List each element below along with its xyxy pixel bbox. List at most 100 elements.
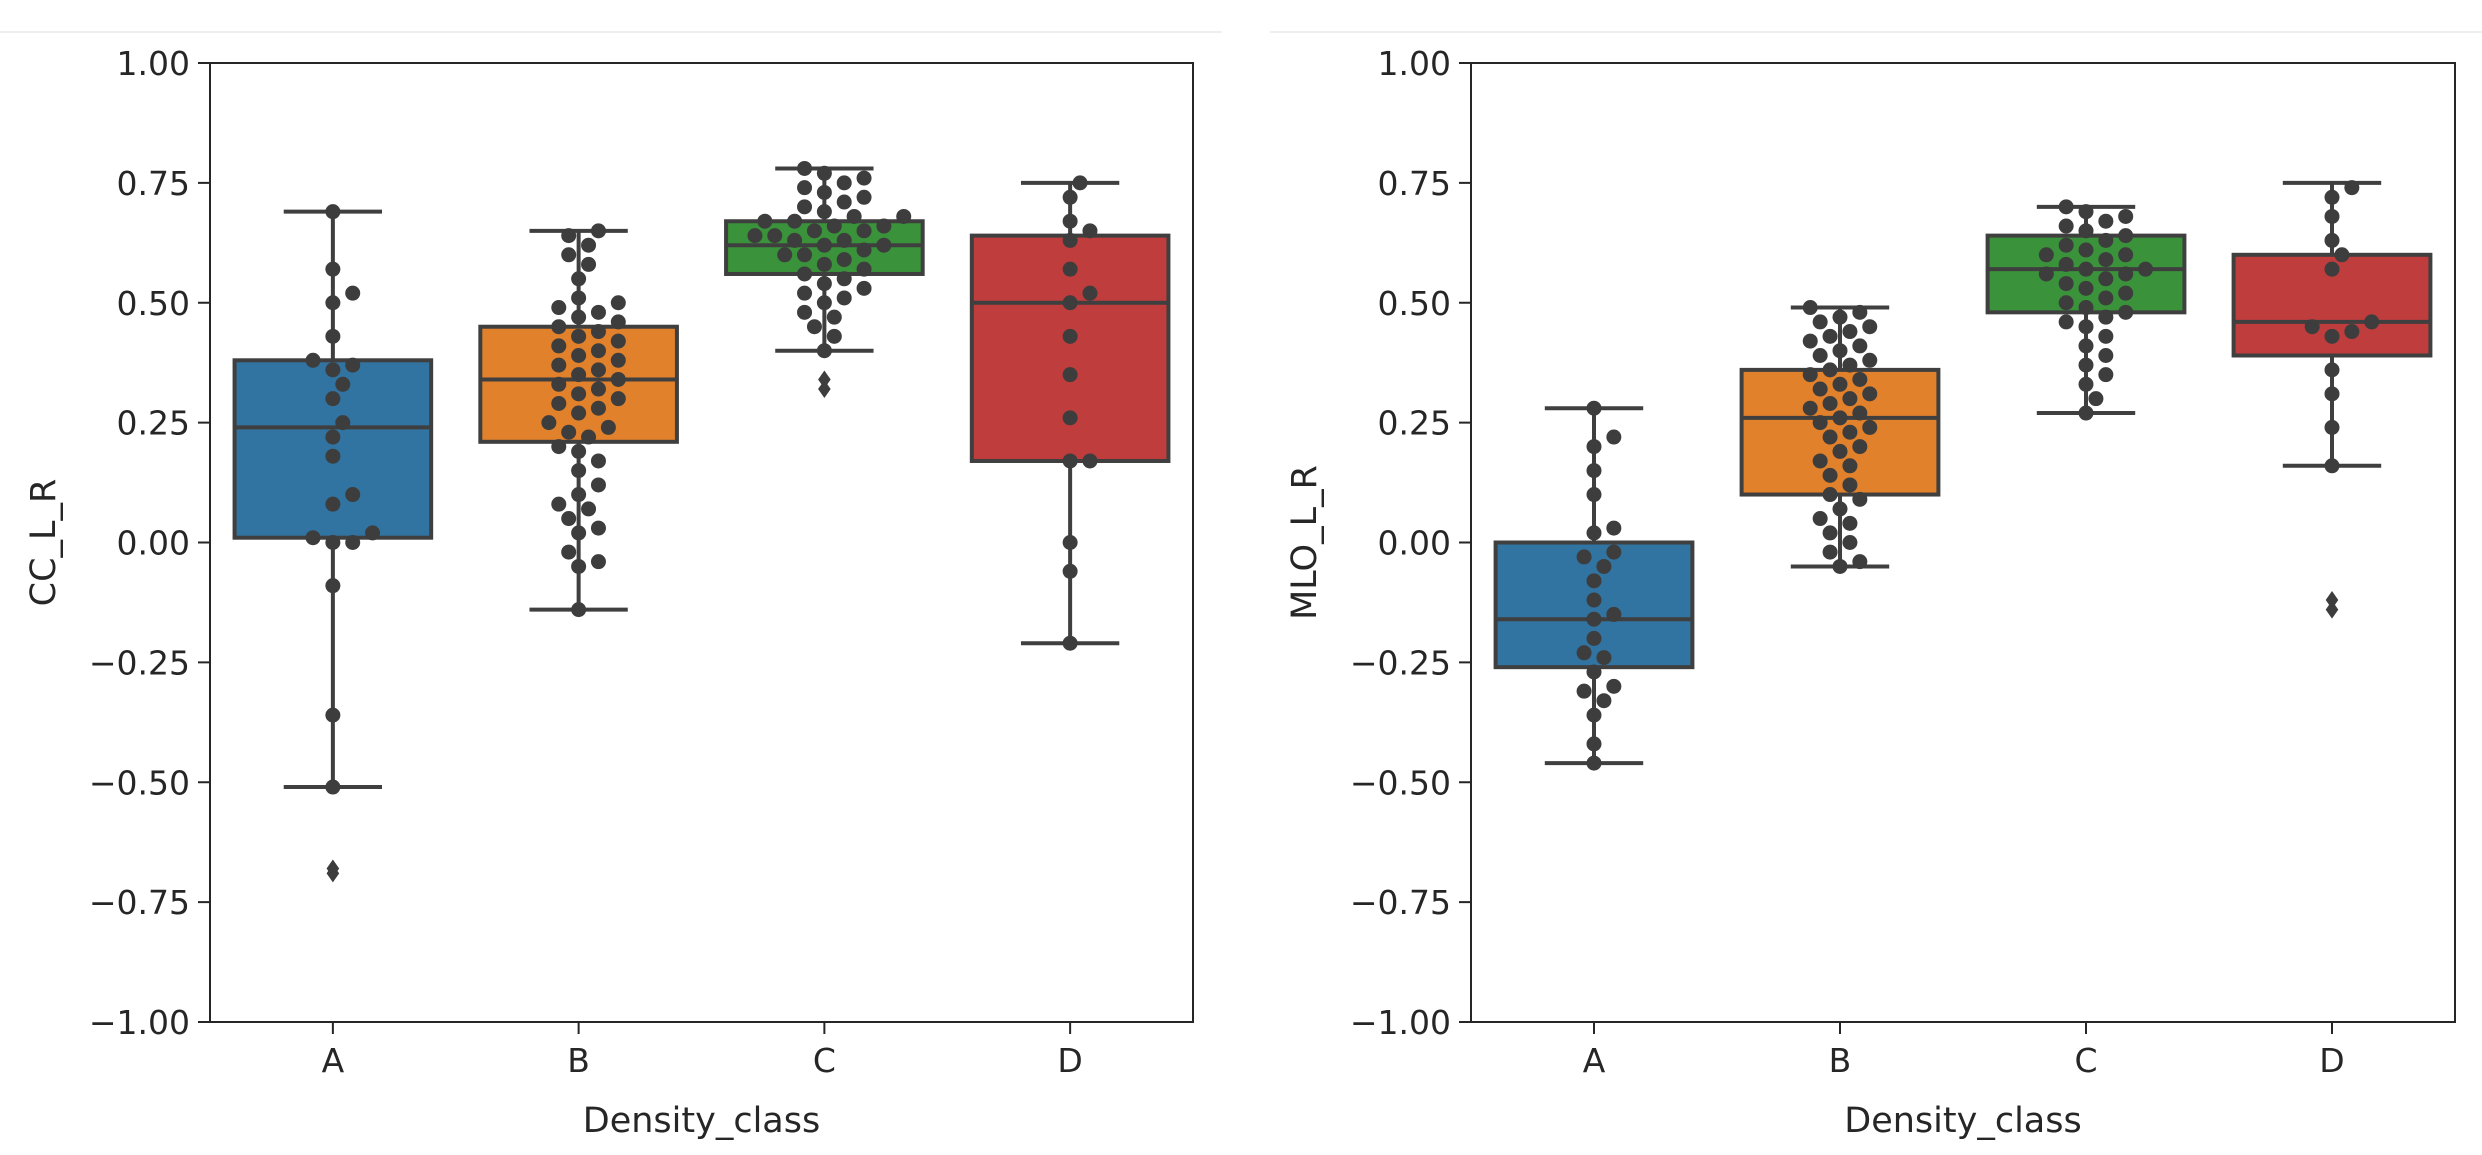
swarm-point bbox=[2138, 261, 2154, 277]
box-outlier bbox=[326, 859, 340, 878]
swarm-point bbox=[561, 247, 577, 263]
swarm-point bbox=[2078, 357, 2094, 373]
swarm-point bbox=[1586, 573, 1602, 589]
y-tick-label: −0.25 bbox=[1350, 643, 1451, 682]
swarm-point bbox=[325, 429, 341, 445]
swarm-point bbox=[2324, 362, 2340, 378]
swarm-point bbox=[561, 424, 577, 440]
swarm-point bbox=[1062, 635, 1078, 651]
swarm-point bbox=[325, 328, 341, 344]
x-tick-label: A bbox=[322, 1041, 345, 1080]
swarm-point bbox=[1822, 544, 1838, 560]
chart-cc-l-r: 1.00 0.75 0.50 0.25 0.00 −0.25 −0.50 −0.75 −1.00… bbox=[24, 44, 1194, 1141]
swarm-point bbox=[571, 443, 587, 459]
swarm-point bbox=[590, 453, 606, 469]
y-axis-ticks: 1.00 0.75 0.50 0.25 0.00 −0.25 −0.50 −0.75 −1.00… bbox=[89, 44, 1083, 1080]
swarm-point bbox=[1832, 410, 1848, 426]
swarm-point bbox=[816, 184, 832, 200]
x-tick-label: B bbox=[1829, 1041, 1852, 1080]
swarm-point bbox=[2324, 261, 2340, 277]
y-tick-label: 0.25 bbox=[117, 404, 190, 443]
swarm-point bbox=[816, 276, 832, 292]
swarm-point bbox=[590, 554, 606, 570]
swarm-point bbox=[1062, 410, 1078, 426]
swarm-point bbox=[2364, 314, 2380, 330]
swarm-point bbox=[757, 213, 773, 229]
swarm-point bbox=[896, 208, 912, 224]
swarm-point bbox=[1822, 467, 1838, 483]
swarm-point bbox=[797, 160, 813, 176]
chart-marks bbox=[1493, 180, 2433, 771]
swarm-point bbox=[1586, 611, 1602, 627]
swarm-point bbox=[1062, 232, 1078, 248]
swarm-point bbox=[2324, 386, 2340, 402]
y-tick-label: 0.00 bbox=[1378, 524, 1451, 563]
swarm-point bbox=[836, 175, 852, 191]
swarm-point bbox=[1802, 333, 1818, 349]
swarm-point bbox=[1842, 515, 1858, 531]
swarm-point bbox=[571, 271, 587, 287]
swarm-point bbox=[816, 237, 832, 253]
swarm-point bbox=[581, 501, 597, 517]
swarm-point bbox=[856, 261, 872, 277]
swarm-point bbox=[2078, 204, 2094, 220]
swarm-point bbox=[1586, 707, 1602, 723]
swarm-point bbox=[2058, 314, 2074, 330]
x-tick-label: D bbox=[2319, 1041, 2344, 1080]
swarm-point bbox=[571, 525, 587, 541]
swarm-point bbox=[1586, 400, 1602, 416]
swarm-point bbox=[876, 237, 892, 253]
swarm-point bbox=[1082, 453, 1098, 469]
box-outlier bbox=[2325, 591, 2339, 610]
swarm-point bbox=[2098, 252, 2114, 268]
y-tick-label: −0.50 bbox=[1350, 763, 1451, 802]
swarm-point bbox=[2098, 367, 2114, 383]
swarm-point bbox=[610, 333, 626, 349]
swarm-point bbox=[2324, 328, 2340, 344]
swarm-point bbox=[856, 280, 872, 296]
swarm-point bbox=[806, 319, 822, 335]
swarm-point bbox=[1596, 693, 1612, 709]
swarm-point bbox=[571, 487, 587, 503]
swarm-point bbox=[1842, 324, 1858, 340]
swarm-point bbox=[1072, 175, 1088, 191]
swarm-point bbox=[590, 362, 606, 378]
swarm-point bbox=[551, 439, 567, 455]
swarm-point bbox=[325, 295, 341, 311]
swarm-point bbox=[1062, 535, 1078, 550]
swarm-point bbox=[797, 266, 813, 282]
swarm-point bbox=[2118, 208, 2134, 224]
swarm-point bbox=[797, 180, 813, 196]
swarm-point bbox=[581, 237, 597, 253]
swarm-point bbox=[305, 352, 321, 368]
y-tick-label: 1.00 bbox=[1378, 44, 1451, 83]
swarm-point bbox=[1832, 376, 1848, 392]
swarm-point bbox=[2324, 208, 2340, 224]
y-tick-label: 0.25 bbox=[1378, 404, 1451, 443]
swarm-point bbox=[797, 304, 813, 320]
swarm-point bbox=[816, 204, 832, 220]
swarm-point bbox=[335, 376, 351, 392]
swarm-point bbox=[365, 525, 381, 541]
swarm-point bbox=[836, 232, 852, 248]
swarm-point bbox=[1586, 630, 1602, 646]
swarm-point bbox=[2118, 228, 2134, 244]
swarm-point bbox=[1812, 347, 1828, 363]
swarm-point bbox=[571, 367, 587, 383]
swarm-point bbox=[1062, 563, 1078, 579]
swarm-point bbox=[1586, 439, 1602, 455]
swarm-point bbox=[1822, 487, 1838, 503]
x-tick-label: B bbox=[567, 1041, 590, 1080]
box-body-b bbox=[478, 324, 679, 444]
y-tick-label: 1.00 bbox=[117, 44, 190, 83]
swarm-point bbox=[325, 391, 341, 407]
y-tick-label: −0.75 bbox=[89, 883, 190, 922]
swarm-point bbox=[325, 578, 341, 594]
swarm-point bbox=[2304, 319, 2320, 335]
swarm-point bbox=[1842, 535, 1858, 550]
swarm-point bbox=[1586, 755, 1602, 771]
swarm-point bbox=[325, 535, 341, 550]
swarm-point bbox=[345, 535, 361, 550]
swarm-point bbox=[1082, 223, 1098, 239]
swarm-point bbox=[2098, 309, 2114, 325]
